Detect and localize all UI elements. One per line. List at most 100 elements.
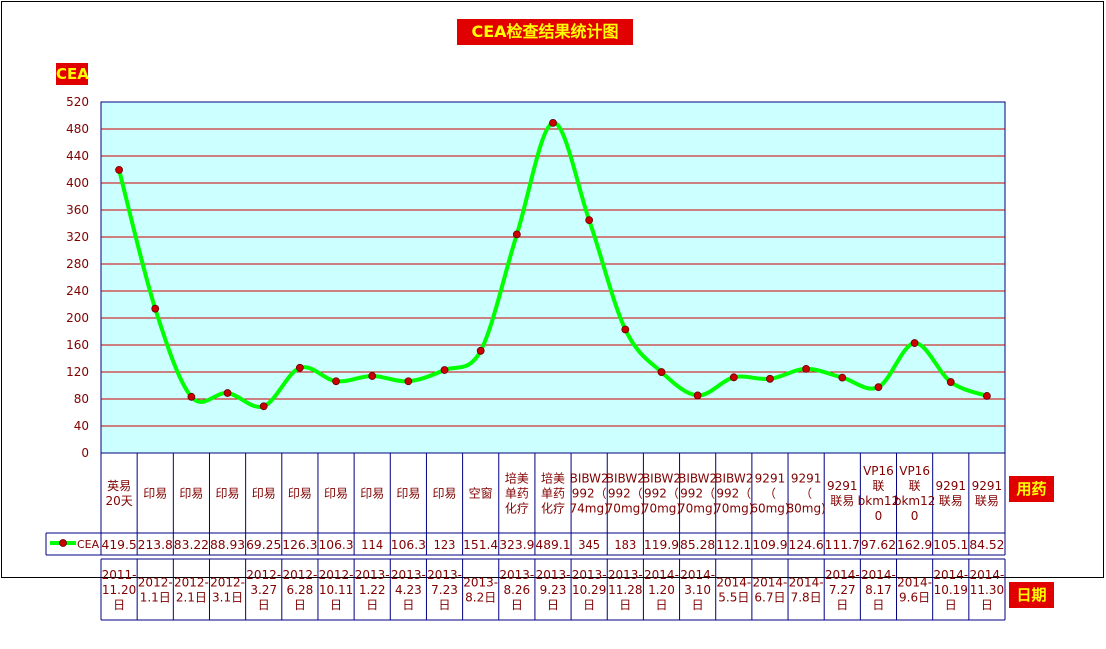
date-label: 1.1日 [140, 591, 171, 605]
y-tick-label: 320 [66, 230, 89, 244]
drug-label: 培美 [505, 471, 529, 486]
date-label: 7.23 [431, 583, 458, 597]
drug-label: BIBW2 [642, 472, 681, 486]
date-label: 8.17 [865, 583, 892, 597]
data-value-label: 109.9 [752, 538, 787, 552]
date-label: 日 [439, 598, 451, 612]
data-value-label: 345 [578, 538, 600, 552]
data-value-label: 85.28 [680, 538, 715, 552]
date-label: 2.1日 [176, 591, 207, 605]
cea-data-point [657, 368, 666, 376]
date-label: 2014- [716, 576, 751, 590]
drug-label: （ [800, 487, 812, 501]
drug-label: 印易 [216, 487, 240, 501]
date-label: 2013- [355, 568, 390, 582]
data-value-label: 106.3 [391, 538, 426, 552]
date-label: 2012- [210, 576, 245, 590]
cea-data-point [874, 383, 883, 392]
date-label: 2013- [499, 568, 534, 582]
drug-label: 992（ [644, 487, 679, 501]
date-label: 2012- [246, 568, 281, 582]
cea-data-point [440, 366, 449, 374]
y-tick-label: 0 [81, 446, 89, 460]
cea-data-point [693, 391, 702, 400]
drug-label: 化疗 [505, 502, 529, 516]
drug-label: 联 [872, 479, 884, 493]
drug-label: 印易 [179, 487, 203, 501]
date-row-label: 日期 [1009, 582, 1054, 608]
date-label: 日 [113, 598, 125, 612]
data-value-label: 88.93 [210, 538, 245, 552]
cea-data-point [838, 373, 847, 382]
data-value-label: 83.22 [174, 538, 209, 552]
drug-label: 80mg) [786, 502, 825, 516]
y-tick-label: 480 [66, 122, 89, 136]
data-value-label: 162.9 [897, 538, 932, 552]
date-label: 2014- [969, 568, 1004, 582]
date-label: 11.28 [608, 583, 642, 597]
cea-series-line [117, 120, 988, 409]
cea-data-point [946, 378, 955, 386]
date-label: 2014- [933, 568, 968, 582]
date-label: 2013- [608, 568, 643, 582]
drug-label: BIBW2 [570, 472, 609, 486]
cea-data-point [729, 373, 738, 382]
cea-data-point [983, 392, 991, 400]
drug-label: （ [764, 487, 776, 501]
drug-label: 印易 [288, 487, 312, 501]
date-label: 日 [945, 598, 957, 612]
date-label: 10.11 [319, 583, 353, 597]
drug-label: 992（ [680, 487, 715, 501]
date-label: 日 [583, 598, 595, 612]
data-value-label: 213.8 [138, 538, 173, 552]
legend-marker [59, 539, 67, 547]
data-value-label: 112.1 [716, 538, 751, 552]
y-tick-label: 200 [66, 311, 89, 325]
drug-label: bkm12 [858, 494, 900, 508]
data-value-label: 111.7 [825, 538, 860, 552]
y-tick-label: 280 [66, 257, 89, 271]
date-label: 2013- [572, 568, 607, 582]
data-value-label: 126.3 [282, 538, 317, 552]
cea-data-point [115, 165, 123, 174]
data-value-label: 69.25 [246, 538, 281, 552]
drug-label: 印易 [433, 487, 457, 501]
cea-data-point [151, 304, 160, 313]
drug-label: 0 [911, 509, 919, 523]
drug-label: 70mg) [678, 502, 717, 516]
date-label: 2013- [391, 568, 426, 582]
drug-label: 9291 [791, 472, 822, 486]
drug-label: 印易 [396, 487, 420, 501]
drug-label: 9291 [755, 472, 786, 486]
date-label: 10.29 [572, 583, 606, 597]
data-value-label: 84.52 [969, 538, 1004, 552]
y-tick-label: 520 [66, 95, 89, 109]
date-label: 6.7日 [754, 591, 785, 605]
drug-label: 联 [909, 479, 921, 493]
date-label: 3.27 [250, 583, 277, 597]
cea-data-point [187, 392, 196, 401]
drug-label: 印易 [360, 487, 384, 501]
date-label: 日 [619, 598, 631, 612]
drug-label: 化疗 [541, 502, 565, 516]
date-label: 3.1日 [212, 591, 243, 605]
drug-label: 992（ [608, 487, 643, 501]
plot-area [100, 101, 1006, 454]
data-value-label: 119.9 [644, 538, 679, 552]
date-label: 日 [366, 598, 378, 612]
drug-label: 单药 [541, 487, 565, 501]
y-axis-label: CEA [56, 63, 89, 85]
drug-label: 单药 [505, 487, 529, 501]
date-label: 9.23 [540, 583, 567, 597]
date-label: 10.19 [934, 583, 968, 597]
date-label: 2013- [427, 568, 462, 582]
date-label: 8.2日 [465, 591, 496, 605]
cea-data-point [259, 402, 268, 411]
date-label: 日 [330, 598, 342, 612]
drug-label: VP16 [863, 464, 894, 478]
drug-label: BIBW2 [714, 472, 753, 486]
date-label: 8.26 [503, 583, 530, 597]
y-tick-label: 80 [74, 392, 89, 406]
y-tick-label: 160 [66, 338, 89, 352]
date-label: 6.28 [287, 583, 314, 597]
